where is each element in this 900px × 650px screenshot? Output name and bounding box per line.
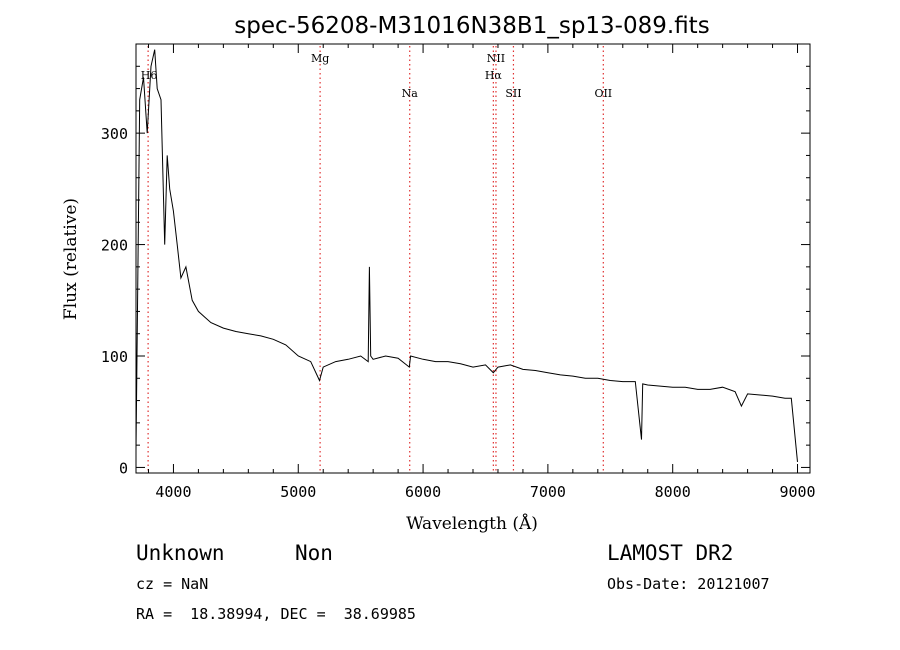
chart-title: spec-56208-M31016N38B1_sp13-089.fits: [234, 13, 709, 39]
redshift-value: cz = NaN: [136, 575, 209, 593]
y-tick-label: 100: [101, 348, 128, 366]
spectral-line-label: Na: [402, 87, 419, 100]
spectral-line-label: NII: [487, 52, 505, 65]
spectral-line-label: Mg: [311, 52, 329, 65]
coordinates: RA = 18.38994, DEC = 38.69985: [136, 605, 416, 623]
spectral-line-markers: [147, 46, 604, 473]
spectral-line-label: SII: [505, 87, 521, 100]
y-tick-label: 300: [101, 125, 128, 143]
plot-frame: [135, 43, 811, 474]
y-tick-labels: 0 100 200 300: [101, 125, 128, 477]
spectral-line-labels: H6 Mg Na Hα NII SII OII: [141, 52, 612, 100]
x-tick-label: 4000: [155, 483, 191, 501]
x-tick-label: 6000: [405, 483, 441, 501]
spectral-line-label: OII: [594, 87, 612, 100]
y-axis-label: Flux (relative): [61, 198, 81, 320]
obs-date: Obs-Date: 20121007: [607, 575, 770, 593]
spectral-subclass: Non: [295, 541, 333, 565]
x-tick-label: 7000: [530, 483, 566, 501]
spectrum-series-line: [135, 49, 798, 462]
x-tick-labels: 4000 5000 6000 7000 8000 9000: [155, 483, 815, 501]
x-tick-label: 5000: [280, 483, 316, 501]
x-tick-label: 9000: [779, 483, 815, 501]
axis-ticks: [136, 44, 810, 473]
y-tick-label: 0: [119, 459, 128, 477]
survey-name: LAMOST DR2: [607, 541, 734, 565]
x-axis-label: Wavelength (Å): [406, 513, 538, 534]
y-tick-label: 200: [101, 237, 128, 255]
spectral-line-label: H6: [141, 69, 158, 82]
spectral-class: Unknown: [136, 541, 225, 565]
x-tick-label: 8000: [655, 483, 691, 501]
spectral-line-label: Hα: [485, 69, 503, 82]
